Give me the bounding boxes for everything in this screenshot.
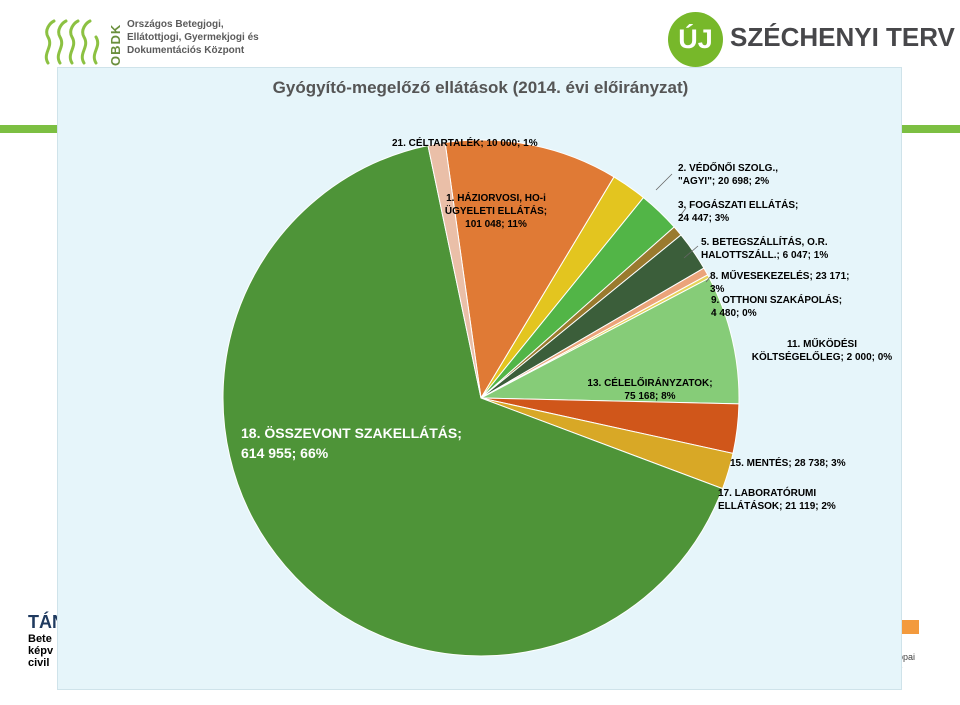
footer-right-line: ropai [895,652,916,662]
footer-left-title: TÁN [28,612,65,632]
pie-slice-label: 5. BETEGSZÁLLÍTÁS, O.R. HALOTTSZÁLL.; 6 0… [701,235,828,261]
pie-slice-label-line: 5. BETEGSZÁLLÍTÁS, O.R. [701,235,828,248]
pie-slice-label: 2. VÉDŐNŐI SZOLG., "AGYI"; 20 698; 2% [678,161,778,187]
pie-slice-label: 11. MŰKÖDÉSI KÖLTSÉGELŐLEG; 2 000; 0% [752,337,893,363]
obdk-name-line: Ellátottjogi, Gyermekjogi és [127,32,259,43]
pie-slice-label-line: ELLÁTÁSOK; 21 119; 2% [718,499,836,512]
obdk-name-line: Dokumentációs Központ [127,45,245,56]
obdk-logo [40,15,280,70]
pie-slice-label: 21. CÉLTARTALÉK; 10 000; 1% [392,136,538,149]
pie-slice-label-line: 24 447; 3% [678,213,729,224]
pie-slice-label-line: 21. CÉLTARTALÉK; 10 000; 1% [392,136,538,149]
footer-right-text: ropai s- [895,620,955,672]
obdk-logo-mark [44,19,100,65]
label-leader-line [655,173,673,191]
footer-left-line: képv [28,645,54,657]
pie-slice-label-line: 9. OTTHONI SZAKÁPOLÁS; [711,293,842,306]
pie-slice-label-line: 614 955; 66% [241,445,329,461]
footer-right-line: s- [895,662,955,672]
pie-slice-label: 1. HÁZIORVOSI, HO-i ÜGYELETI ELLÁTÁS; 101 … [445,191,547,230]
pie-slice-label-line: 75 168; 8% [624,391,675,402]
pie-slice-label: 17. LABORATÓRUMI ELLÁTÁSOK; 21 119; 2% [718,486,836,512]
pie-slice-label-line: 3% [710,284,725,295]
label-leader-line [679,207,687,217]
footer-left-line: Bete [28,633,52,645]
eu-flag-icon [901,620,919,634]
pie-slice-label: 8. MŰVESEKEZELÉS; 23 171; 3% [710,269,850,295]
pie-slice-label-line: 4 480; 0% [711,308,757,319]
pie-slice [479,277,740,405]
pie-slice-label-line: 1. HÁZIORVOSI, HO-i [446,191,546,204]
pie-slice-label-line: 3. FOGÁSZATI ELLÁTÁS; [678,198,798,211]
footer-left-text: TÁN Bete képv civil [28,612,68,669]
pie-slice [222,144,724,657]
pie-slice-label-line: 2. VÉDŐNŐI SZOLG., [678,161,778,174]
footer-left-line: civil [28,657,50,669]
pie-chart: 1. HÁZIORVOSI, HO-i ÜGYELETI ELLÁTÁS; 101 … [222,136,893,657]
chart-panel: Gyógyító-megelőző ellátások (2014. évi e… [57,67,902,690]
obdk-name-line: Országos Betegjogi, [127,19,224,30]
pie-slice-label-line: "AGYI"; 20 698; 2% [678,176,769,187]
pie-slice [444,139,615,400]
pie-slice-label-line: 15. MENTÉS; 28 738; 3% [730,456,846,469]
pie-slice-label-line: 101 048; 11% [465,219,527,230]
szechenyi-terv-logo: ÚJ SZÉCHENYI TERV [668,12,955,67]
pie-slice-label-line: 11. MŰKÖDÉSI [787,337,857,350]
chart-title: Gyógyító-megelőző ellátások (2014. évi e… [272,78,689,97]
pie-slice-label-line: 13. CÉLELŐIRÁNYZATOK; [587,376,712,389]
pie-slice [427,141,482,399]
pie-slice-label-line: 18. ÖSSZEVONT SZAKELLÁTÁS; [241,425,462,441]
pie-slice-label: 18. ÖSSZEVONT SZAKELLÁTÁS; 614 955; 66% [241,425,462,461]
obdk-name: Országos Betegjogi, Ellátottjogi, Gyerme… [127,18,277,57]
obdk-acronym: OBDK [108,23,123,66]
pie-slice-label-line: HALOTTSZÁLL.; 6 047; 1% [701,248,828,261]
pie-slice-label: 3. FOGÁSZATI ELLÁTÁS; 24 447; 3% [678,198,798,224]
pie-slice-label: 15. MENTÉS; 28 738; 3% [730,456,846,469]
szechenyi-name: SZÉCHENYI TERV [730,22,955,52]
pie-slice-label: 13. CÉLELŐIRÁNYZATOK; 75 168; 8% [587,376,712,402]
pie-slice-label: 9. OTTHONI SZAKÁPOLÁS; 4 480; 0% [711,293,842,319]
szechenyi-badge: ÚJ [668,12,723,67]
label-leader-line [705,276,711,283]
pie-slice-label-line: 8. MŰVESEKEZELÉS; 23 171; [710,269,850,282]
pie-slice-label-line: KÖLTSÉGELŐLEG; 2 000; 0% [752,350,893,363]
pie-slice-label-line: 17. LABORATÓRUMI [718,486,816,499]
pie-slice-label-line: ÜGYELETI ELLÁTÁS; [445,204,547,217]
label-leader-line [683,245,699,259]
